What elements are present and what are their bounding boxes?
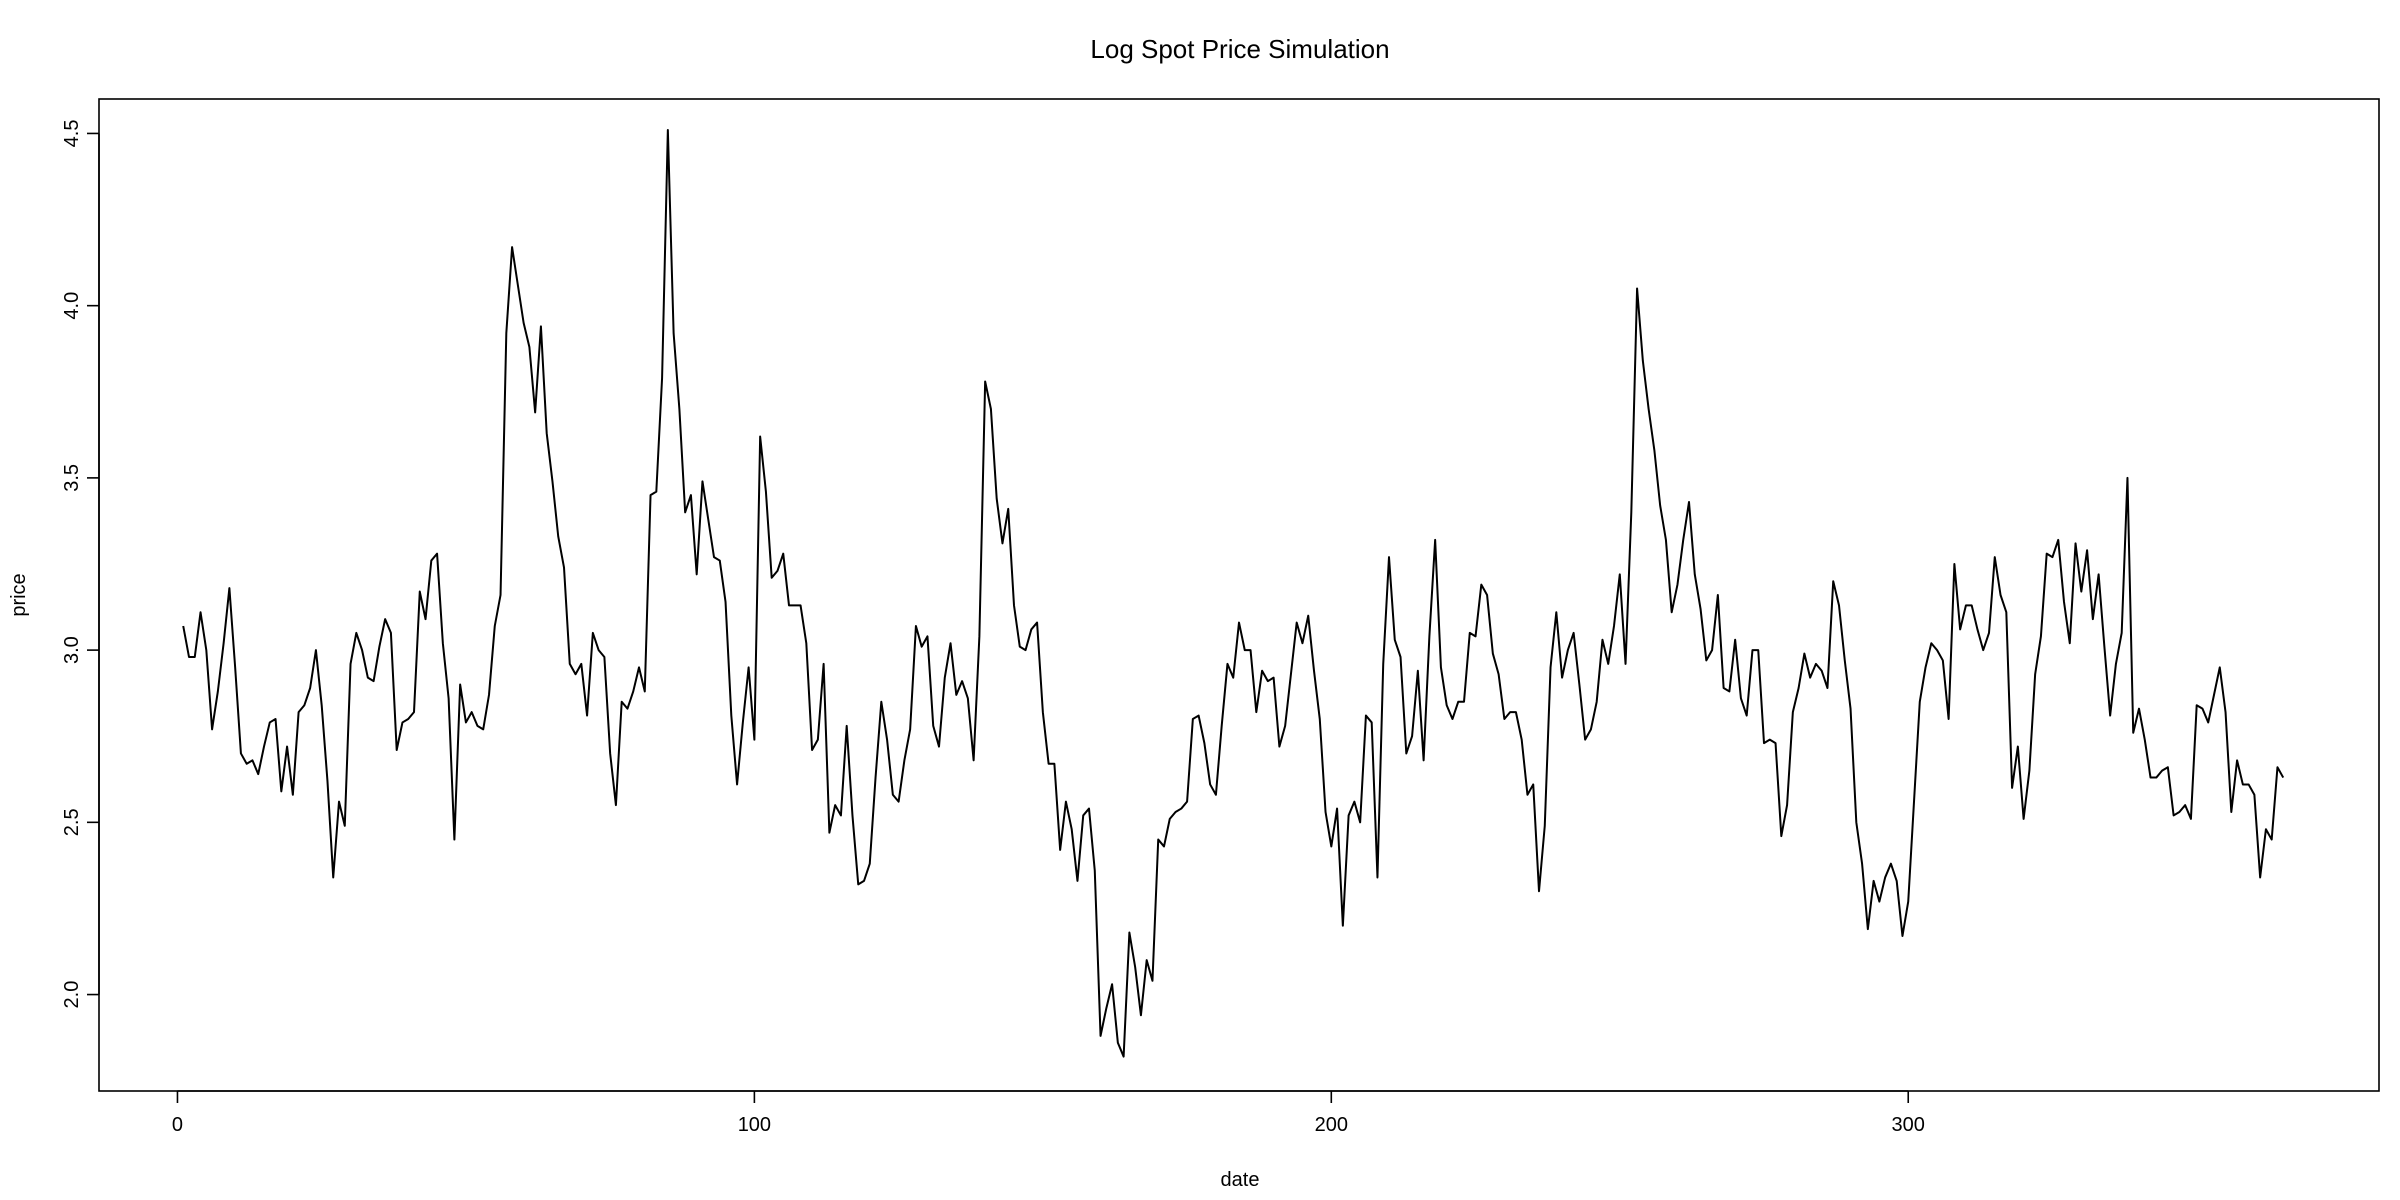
x-tick-label: 0 xyxy=(172,1114,183,1136)
y-tick-label: 3.5 xyxy=(61,464,83,492)
x-axis-label: date xyxy=(1221,1169,1260,1191)
y-tick-label: 4.5 xyxy=(61,120,83,148)
y-axis: 2.0 2.5 3.0 3.5 4.0 4.5 xyxy=(61,120,100,1009)
plot-frame xyxy=(98,98,2380,1092)
y-axis-label: price xyxy=(8,573,30,616)
y-tick-label: 2.0 xyxy=(61,981,83,1009)
x-tick-label: 300 xyxy=(1892,1114,1925,1136)
chart-title: Log Spot Price Simulation xyxy=(1090,34,1389,64)
x-tick-label: 200 xyxy=(1315,1114,1348,1136)
x-tick-label: 100 xyxy=(738,1114,771,1136)
x-axis: 0 100 200 300 xyxy=(172,1090,1925,1136)
y-tick-label: 3.0 xyxy=(61,636,83,664)
y-tick-label: 2.5 xyxy=(61,808,83,836)
price-series-line xyxy=(182,129,2285,1058)
y-tick-label: 4.0 xyxy=(61,292,83,320)
